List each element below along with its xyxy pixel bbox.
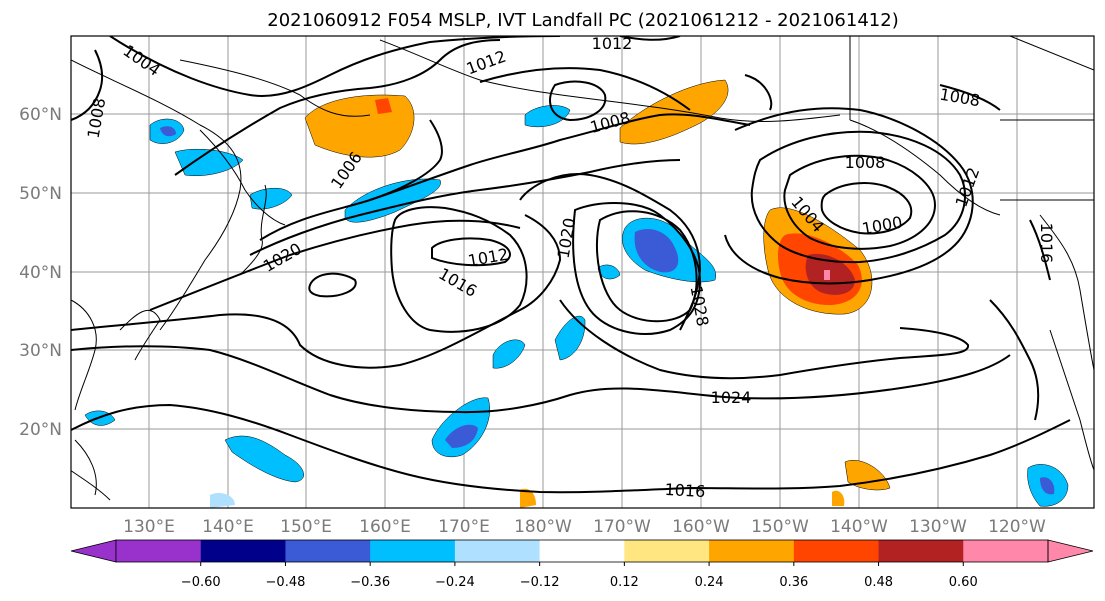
colorbar-segment	[878, 540, 964, 562]
colorbar-extend-right	[1047, 539, 1094, 563]
negative-anomaly-patch	[210, 493, 235, 508]
longitude-label: 180°W	[514, 517, 572, 537]
negative-anomaly-patch	[160, 126, 176, 137]
longitude-label: 120°W	[988, 517, 1046, 537]
colorbar-segment	[200, 540, 286, 562]
colorbar-segment	[539, 540, 625, 562]
colorbar-segment	[709, 540, 795, 562]
latitude-label: 40°N	[19, 263, 62, 283]
colorbar-segment	[370, 540, 456, 562]
positive-anomaly-patch	[805, 253, 855, 295]
negative-anomaly-patch	[174, 148, 244, 176]
svg-text:1008: 1008	[845, 153, 886, 172]
positive-anomaly-patch	[375, 98, 392, 114]
positive-anomaly-patch	[520, 488, 536, 508]
colorbar-tick-label: 0.12	[610, 575, 639, 590]
figure-title: 2021060912 F054 MSLP, IVT Landfall PC (2…	[267, 10, 898, 31]
colorbar-tick-label: 0.48	[864, 575, 893, 590]
longitude-label: 140°W	[830, 517, 888, 537]
colorbar-segment	[963, 540, 1049, 562]
colorbar-border	[115, 539, 1049, 563]
contour-label: 1024	[711, 388, 752, 407]
negative-anomaly-patch	[597, 264, 621, 280]
longitude-label: 170°E	[438, 517, 490, 537]
colorbar-extend-left	[70, 539, 117, 563]
latitude-label: 30°N	[19, 341, 62, 361]
positive-anomaly-patch	[824, 270, 830, 280]
positive-anomaly-patch	[844, 460, 891, 491]
latitude-labels: 20°N 30°N 40°N 50°N 60°N	[19, 105, 62, 440]
positive-anomaly-patch	[619, 79, 729, 145]
contour-label: 1008	[845, 153, 886, 172]
colorbar-tick-label: 0.36	[779, 575, 808, 590]
latitude-label: 50°N	[19, 184, 62, 204]
colorbar-tick-label: −0.48	[266, 575, 306, 590]
longitude-label: 130°E	[123, 517, 175, 537]
negative-anomaly-patch	[634, 228, 679, 273]
latitude-label: 20°N	[19, 420, 62, 440]
negative-anomaly-patch	[524, 105, 571, 128]
negative-anomaly-patch	[492, 339, 526, 369]
colorbar-segment	[454, 540, 541, 562]
longitude-label: 150°W	[751, 517, 809, 537]
colorbar: −0.60 −0.48 −0.36 −0.24 −0.12 0.12 0.24 0.36 0.4…	[70, 539, 1094, 590]
colorbar-segment	[116, 540, 202, 562]
mslp-contours	[71, 36, 1071, 494]
longitude-label: 150°E	[280, 517, 332, 537]
negative-anomaly-patch	[344, 178, 441, 223]
colorbar-tick-label: −0.12	[520, 575, 560, 590]
svg-text:1016: 1016	[1037, 223, 1056, 264]
colorbar-tick-label: −0.60	[181, 575, 221, 590]
contour-label: 1016	[664, 480, 706, 501]
colorbar-segment	[624, 540, 710, 562]
longitude-label: 130°W	[909, 517, 967, 537]
longitude-label: 140°E	[202, 517, 254, 537]
colorbar-tick-label: −0.24	[435, 575, 475, 590]
negative-anomaly-patch	[554, 315, 586, 361]
map-border	[70, 35, 1095, 509]
negative-anomaly-patch	[249, 188, 293, 210]
ivt-anomaly-shading	[84, 79, 1069, 508]
negative-anomaly-patch	[1040, 477, 1055, 495]
colorbar-tick-label: 0.60	[949, 575, 978, 590]
longitude-label: 170°W	[593, 517, 651, 537]
colorbar-segment	[793, 540, 880, 562]
colorbar-tick-label: −0.36	[350, 575, 390, 590]
svg-text:1024: 1024	[711, 388, 752, 407]
contour-label: 1012	[592, 34, 633, 53]
positive-anomaly-patch	[832, 490, 845, 506]
svg-text:1016: 1016	[664, 480, 706, 501]
latitude-label: 60°N	[19, 105, 62, 125]
longitude-label: 160°W	[672, 517, 730, 537]
negative-anomaly-patch	[224, 435, 304, 483]
svg-text:1012: 1012	[592, 34, 633, 53]
negative-anomaly-patch	[445, 424, 478, 448]
longitude-labels: 130°E 140°E 150°E 160°E 170°E 180°W 170°W 160°W…	[123, 517, 1046, 537]
longitude-label: 160°E	[359, 517, 411, 537]
colorbar-tick-label: 0.24	[695, 575, 724, 590]
colorbar-segment	[285, 540, 371, 562]
contour-label: 1016	[1037, 223, 1056, 264]
